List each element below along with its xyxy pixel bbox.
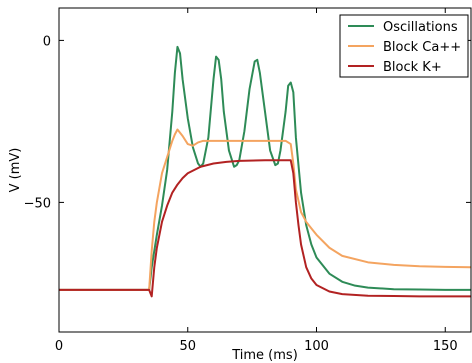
x-tick-label: 50: [179, 339, 196, 354]
series-line-oscillations: [59, 45, 471, 291]
legend-label-block-k: Block K+: [383, 60, 442, 75]
legend: Oscillations Block Ca++ Block K+: [339, 14, 469, 78]
x-tick-label: 150: [433, 339, 458, 354]
ticks-layer: 0 50 100 150 0 −50: [24, 8, 471, 354]
series-line-block-ca: [59, 128, 471, 291]
plot-frame: [58, 7, 472, 333]
series-line-block-k: [59, 159, 471, 298]
y-tick-label: 0: [43, 34, 51, 49]
y-tick-label: −50: [24, 196, 51, 211]
x-axis-label: Time (ms): [231, 348, 298, 363]
x-tick-label: 0: [55, 339, 63, 354]
y-axis-label: V (mV): [8, 148, 23, 193]
legend-label-oscillations: Oscillations: [383, 20, 458, 35]
x-tick-label: 100: [304, 339, 329, 354]
series-layer: [59, 45, 471, 298]
legend-label-block-ca: Block Ca++: [383, 40, 461, 55]
